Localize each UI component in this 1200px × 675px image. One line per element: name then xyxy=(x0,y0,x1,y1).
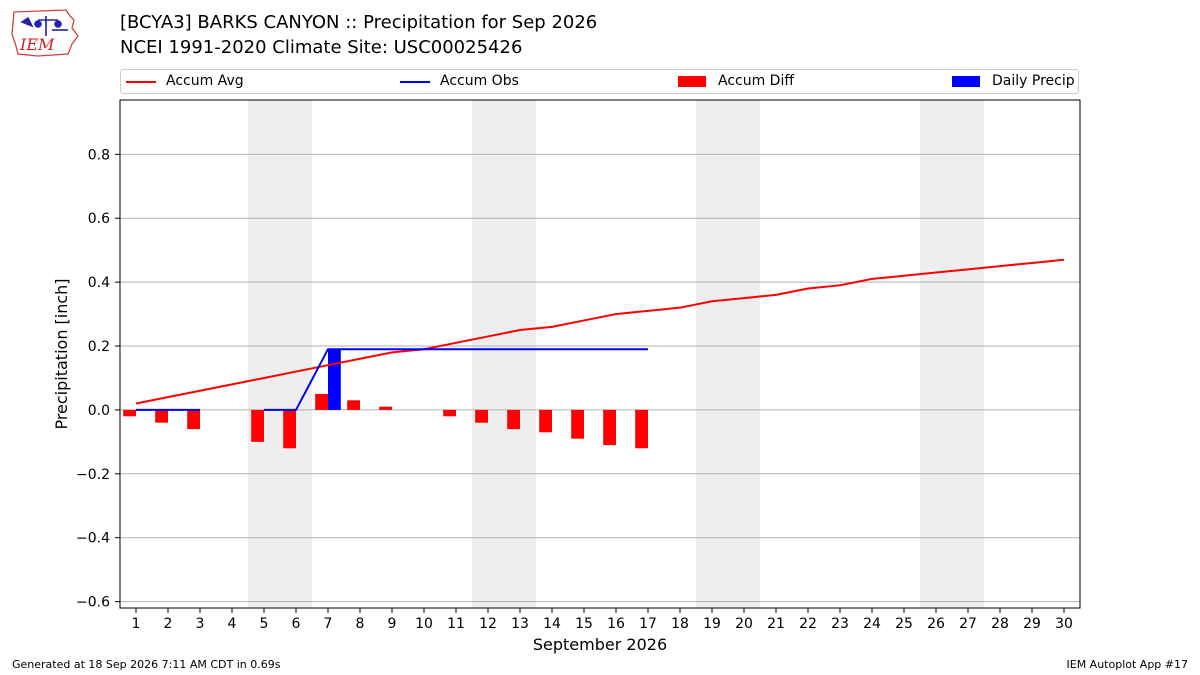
accum-diff-bar xyxy=(539,409,552,433)
x-tick-label: 29 xyxy=(1023,616,1041,632)
accum-diff-bar xyxy=(187,409,200,430)
x-tick-label: 30 xyxy=(1055,616,1073,632)
x-tick-label: 11 xyxy=(447,616,465,632)
x-tick-label: 28 xyxy=(991,616,1009,632)
x-tick-label: 23 xyxy=(831,616,849,632)
accum-diff-bar xyxy=(123,409,136,417)
daily-precip-bar xyxy=(328,349,341,410)
chart-subtitle: NCEI 1991-2020 Climate Site: USC00025426 xyxy=(120,37,523,58)
legend-patch-daily-precip xyxy=(952,76,980,87)
legend-label-daily-precip: Daily Precip xyxy=(992,73,1075,89)
legend: Accum Avg Accum Obs Accum Diff Daily Pre… xyxy=(120,69,1079,94)
x-tick-label: 5 xyxy=(260,616,269,632)
accum-diff-bar xyxy=(251,409,264,442)
x-tick-label: 17 xyxy=(639,616,657,632)
y-axis-ticks: −0.6 −0.4 −0.2 0.0 0.2 0.4 0.6 0.8 xyxy=(76,147,120,611)
accum-diff-bar xyxy=(571,409,584,439)
x-tick-label: 24 xyxy=(863,616,881,632)
x-tick-label: 1 xyxy=(132,616,141,632)
x-tick-label: 20 xyxy=(735,616,753,632)
lines-layer xyxy=(135,258,1065,411)
x-tick-label: 2 xyxy=(164,616,173,632)
legend-label-accum-obs: Accum Obs xyxy=(440,73,519,89)
accum-diff-bar xyxy=(155,409,168,423)
accum-avg-line xyxy=(135,258,1065,405)
x-tick-label: 22 xyxy=(799,616,817,632)
x-tick-label: 3 xyxy=(196,616,205,632)
accum-diff-bar xyxy=(379,406,392,410)
legend-label-accum-avg: Accum Avg xyxy=(166,73,244,89)
accum-diff-bar xyxy=(283,409,296,449)
accum-diff-bar xyxy=(315,393,328,410)
accum-diff-bar xyxy=(475,409,488,423)
legend-label-accum-diff: Accum Diff xyxy=(718,73,795,89)
y-tick-label: −0.4 xyxy=(76,531,110,547)
legend-line-accum-obs xyxy=(400,81,430,83)
accum-obs-line-1 xyxy=(264,348,648,411)
y-tick-label: −0.2 xyxy=(76,467,110,483)
x-tick-label: 9 xyxy=(388,616,397,632)
x-tick-label: 21 xyxy=(767,616,785,632)
x-tick-label: 7 xyxy=(324,616,333,632)
x-tick-label: 19 xyxy=(703,616,721,632)
chart-title: [BCYA3] BARKS CANYON :: Precipitation fo… xyxy=(120,12,598,33)
y-tick-label: 0.2 xyxy=(88,339,110,355)
y-tick-label: 0.0 xyxy=(88,403,110,419)
iem-logo: IEM xyxy=(11,9,79,57)
y-tick-label: 0.4 xyxy=(88,275,110,291)
x-tick-label: 4 xyxy=(228,616,237,632)
accum-diff-bar xyxy=(635,409,648,449)
x-tick-label: 16 xyxy=(607,616,625,632)
x-tick-label: 18 xyxy=(671,616,689,632)
accum-diff-bar xyxy=(507,409,520,430)
weather-station-icon xyxy=(20,16,68,36)
bars-layer xyxy=(123,349,648,449)
plot-frame xyxy=(119,99,1081,609)
accum-diff-bar xyxy=(347,400,360,410)
legend-patch-accum-diff xyxy=(678,76,706,87)
x-tick-label: 26 xyxy=(927,616,945,632)
x-tick-label: 15 xyxy=(575,616,593,632)
y-tick-label: 0.8 xyxy=(88,147,110,163)
legend-line-accum-avg xyxy=(126,81,156,83)
accum-diff-bar xyxy=(443,409,456,417)
x-tick-label: 6 xyxy=(292,616,301,632)
x-tick-label: 13 xyxy=(511,616,529,632)
y-tick-label: 0.6 xyxy=(88,211,110,227)
weekend-bands xyxy=(248,100,984,608)
x-tick-label: 10 xyxy=(415,616,433,632)
x-axis-label: September 2026 xyxy=(533,635,667,654)
x-tick-label: 27 xyxy=(959,616,977,632)
x-tick-label: 12 xyxy=(479,616,497,632)
weekend-band-2 xyxy=(696,100,760,608)
grid-lines xyxy=(120,153,1080,603)
y-axis-label: Precipitation [inch] xyxy=(52,278,71,429)
accum-diff-bar xyxy=(603,409,616,446)
x-axis-ticks: 1 2 3 4 5 6 7 8 9 10 11 12 13 14 15 16 17 18 19 20 21 22 23 24 2… xyxy=(132,608,1073,632)
x-tick-label: 25 xyxy=(895,616,913,632)
footer-app-text: IEM Autoplot App #17 xyxy=(1066,658,1189,671)
y-tick-label: −0.6 xyxy=(76,595,110,611)
logo-text: IEM xyxy=(19,35,55,54)
x-tick-label: 14 xyxy=(543,616,561,632)
weekend-band-1 xyxy=(472,100,536,608)
weekend-band-3 xyxy=(920,100,984,608)
weekend-band-0 xyxy=(248,100,312,608)
x-tick-label: 8 xyxy=(356,616,365,632)
footer-generated-text: Generated at 18 Sep 2026 7:11 AM CDT in … xyxy=(12,658,281,671)
